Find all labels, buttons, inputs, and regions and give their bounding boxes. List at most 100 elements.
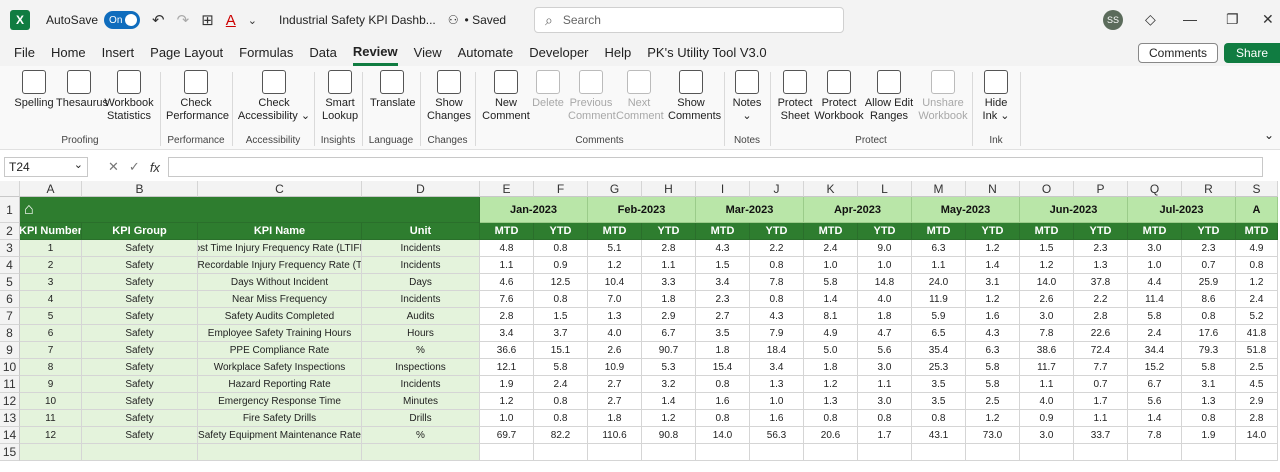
- month-header[interactable]: Apr-2023: [804, 197, 912, 223]
- kpi-value-cell[interactable]: 7.8: [1128, 427, 1182, 444]
- column-header-j[interactable]: J: [750, 181, 804, 197]
- kpi-value-cell[interactable]: 2.7: [588, 376, 642, 393]
- column-header-r[interactable]: R: [1182, 181, 1236, 197]
- ytd-header[interactable]: YTD: [534, 223, 588, 240]
- kpi-unit-cell[interactable]: Incidents: [362, 240, 480, 257]
- ribbon-button-show-changes[interactable]: Show Changes: [426, 70, 472, 123]
- ytd-header[interactable]: YTD: [858, 223, 912, 240]
- kpi-value-cell[interactable]: 5.2: [1236, 308, 1278, 325]
- kpi-value-cell[interactable]: 1.0: [804, 257, 858, 274]
- kpi-number-cell[interactable]: 1: [20, 240, 82, 257]
- row-header-9[interactable]: 9: [0, 342, 20, 359]
- kpi-value-cell[interactable]: 1.0: [1128, 257, 1182, 274]
- kpi-value-cell[interactable]: 1.1: [1020, 376, 1074, 393]
- kpi-value-cell[interactable]: 1.5: [534, 308, 588, 325]
- ytd-header[interactable]: YTD: [750, 223, 804, 240]
- kpi-value-cell[interactable]: 7.9: [750, 325, 804, 342]
- column-header-q[interactable]: Q: [1128, 181, 1182, 197]
- kpi-group-cell[interactable]: Safety: [82, 240, 198, 257]
- row-header-5[interactable]: 5: [0, 274, 20, 291]
- kpi-value-cell[interactable]: 8.1: [804, 308, 858, 325]
- kpi-value-cell[interactable]: 3.5: [912, 393, 966, 410]
- kpi-value-cell[interactable]: 2.3: [696, 291, 750, 308]
- header-band-cell[interactable]: ⌂: [20, 197, 480, 223]
- empty-cell[interactable]: [20, 444, 82, 461]
- kpi-value-cell[interactable]: 12.1: [480, 359, 534, 376]
- kpi-value-cell[interactable]: 35.4: [912, 342, 966, 359]
- kpi-value-cell[interactable]: 1.0: [480, 410, 534, 427]
- month-header[interactable]: Jan-2023: [480, 197, 588, 223]
- kpi-value-cell[interactable]: 4.9: [1236, 240, 1278, 257]
- kpi-value-cell[interactable]: 2.8: [480, 308, 534, 325]
- kpi-number-cell[interactable]: 10: [20, 393, 82, 410]
- kpi-group-cell[interactable]: Safety: [82, 257, 198, 274]
- kpi-value-cell[interactable]: 18.4: [750, 342, 804, 359]
- kpi-value-cell[interactable]: 37.8: [1074, 274, 1128, 291]
- fx-icon[interactable]: fx: [149, 159, 160, 175]
- kpi-value-cell[interactable]: 0.8: [696, 376, 750, 393]
- kpi-value-cell[interactable]: 2.6: [588, 342, 642, 359]
- kpi-value-cell[interactable]: 1.3: [1182, 393, 1236, 410]
- kpi-group-cell[interactable]: Safety: [82, 342, 198, 359]
- menu-review[interactable]: Review: [352, 40, 398, 66]
- kpi-value-cell[interactable]: 7.0: [588, 291, 642, 308]
- kpi-value-cell[interactable]: 25.3: [912, 359, 966, 376]
- row-header-13[interactable]: 13: [0, 410, 20, 427]
- ribbon-collapse-icon[interactable]: ⌄: [1263, 128, 1274, 142]
- ribbon-button-show-comments[interactable]: Show Comments: [668, 70, 721, 123]
- kpi-name-cell[interactable]: Near Miss Frequency: [198, 291, 362, 308]
- row-header-4[interactable]: 4: [0, 257, 20, 274]
- kpi-unit-cell[interactable]: Hours: [362, 325, 480, 342]
- kpi-unit-cell[interactable]: Incidents: [362, 257, 480, 274]
- kpi-value-cell[interactable]: 11.4: [1128, 291, 1182, 308]
- empty-cell[interactable]: [198, 444, 362, 461]
- kpi-value-cell[interactable]: 5.8: [966, 376, 1020, 393]
- kpi-value-cell[interactable]: 1.2: [804, 376, 858, 393]
- kpi-value-cell[interactable]: 3.0: [858, 393, 912, 410]
- column-header-l[interactable]: L: [858, 181, 912, 197]
- kpi-value-cell[interactable]: 5.6: [858, 342, 912, 359]
- kpi-value-cell[interactable]: 72.4: [1074, 342, 1128, 359]
- kpi-column-header[interactable]: Unit: [362, 223, 480, 240]
- kpi-value-cell[interactable]: 2.5: [1236, 359, 1278, 376]
- close-icon[interactable]: ✕: [1262, 11, 1274, 27]
- kpi-value-cell[interactable]: 8.6: [1182, 291, 1236, 308]
- ytd-header[interactable]: YTD: [1182, 223, 1236, 240]
- kpi-value-cell[interactable]: 56.3: [750, 427, 804, 444]
- menu-home[interactable]: Home: [50, 45, 86, 60]
- kpi-number-cell[interactable]: 6: [20, 325, 82, 342]
- row-header-7[interactable]: 7: [0, 308, 20, 325]
- kpi-value-cell[interactable]: 4.6: [480, 274, 534, 291]
- menu-page-layout[interactable]: Page Layout: [150, 45, 224, 60]
- kpi-value-cell[interactable]: 1.2: [966, 240, 1020, 257]
- kpi-unit-cell[interactable]: %: [362, 342, 480, 359]
- kpi-value-cell[interactable]: 9.0: [858, 240, 912, 257]
- kpi-value-cell[interactable]: 2.4: [534, 376, 588, 393]
- kpi-value-cell[interactable]: 79.3: [1182, 342, 1236, 359]
- kpi-value-cell[interactable]: 3.3: [642, 274, 696, 291]
- row-header-15[interactable]: 15: [0, 444, 20, 461]
- redo-icon[interactable]: ↷: [176, 12, 190, 29]
- kpi-value-cell[interactable]: 4.0: [1020, 393, 1074, 410]
- kpi-number-cell[interactable]: 12: [20, 427, 82, 444]
- kpi-value-cell[interactable]: 0.8: [750, 257, 804, 274]
- kpi-value-cell[interactable]: 1.8: [858, 308, 912, 325]
- kpi-name-cell[interactable]: Emergency Response Time: [198, 393, 362, 410]
- kpi-value-cell[interactable]: 5.3: [642, 359, 696, 376]
- kpi-value-cell[interactable]: 4.4: [1128, 274, 1182, 291]
- kpi-value-cell[interactable]: 3.4: [696, 274, 750, 291]
- month-header[interactable]: Jun-2023: [1020, 197, 1128, 223]
- document-title[interactable]: Industrial Safety KPI Dashb...: [279, 13, 436, 27]
- row-header-1[interactable]: 1: [0, 197, 20, 223]
- empty-cell[interactable]: [1236, 444, 1278, 461]
- mtd-header[interactable]: MTD: [804, 223, 858, 240]
- minimize-icon[interactable]: —: [1183, 11, 1197, 27]
- ribbon-button-thesaurus[interactable]: Thesaurus: [56, 70, 108, 110]
- kpi-value-cell[interactable]: 5.8: [1128, 308, 1182, 325]
- kpi-value-cell[interactable]: 1.1: [912, 257, 966, 274]
- column-header-i[interactable]: I: [696, 181, 750, 197]
- ytd-header[interactable]: YTD: [966, 223, 1020, 240]
- mtd-header[interactable]: MTD: [912, 223, 966, 240]
- kpi-number-cell[interactable]: 5: [20, 308, 82, 325]
- kpi-group-cell[interactable]: Safety: [82, 325, 198, 342]
